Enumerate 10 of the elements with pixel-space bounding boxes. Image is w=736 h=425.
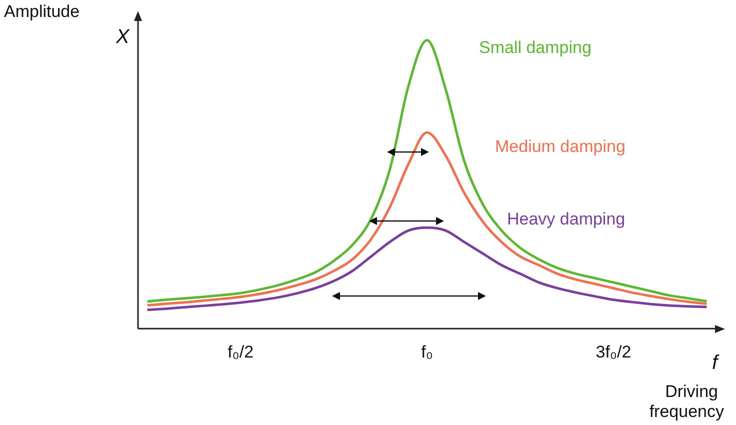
x-axis-title: Driving frequency [649,382,724,422]
text: Small damping [479,38,592,57]
y-axis-title: Amplitude [4,2,80,22]
text: X [116,26,130,49]
x-tick-label: f₀/2 [228,342,254,362]
x-tick-label: f₀ [421,342,433,362]
text: f [712,352,718,375]
text: Medium damping [495,137,626,156]
text: Heavy damping [507,209,626,228]
x-tick-label: 3f₀/2 [596,342,632,362]
